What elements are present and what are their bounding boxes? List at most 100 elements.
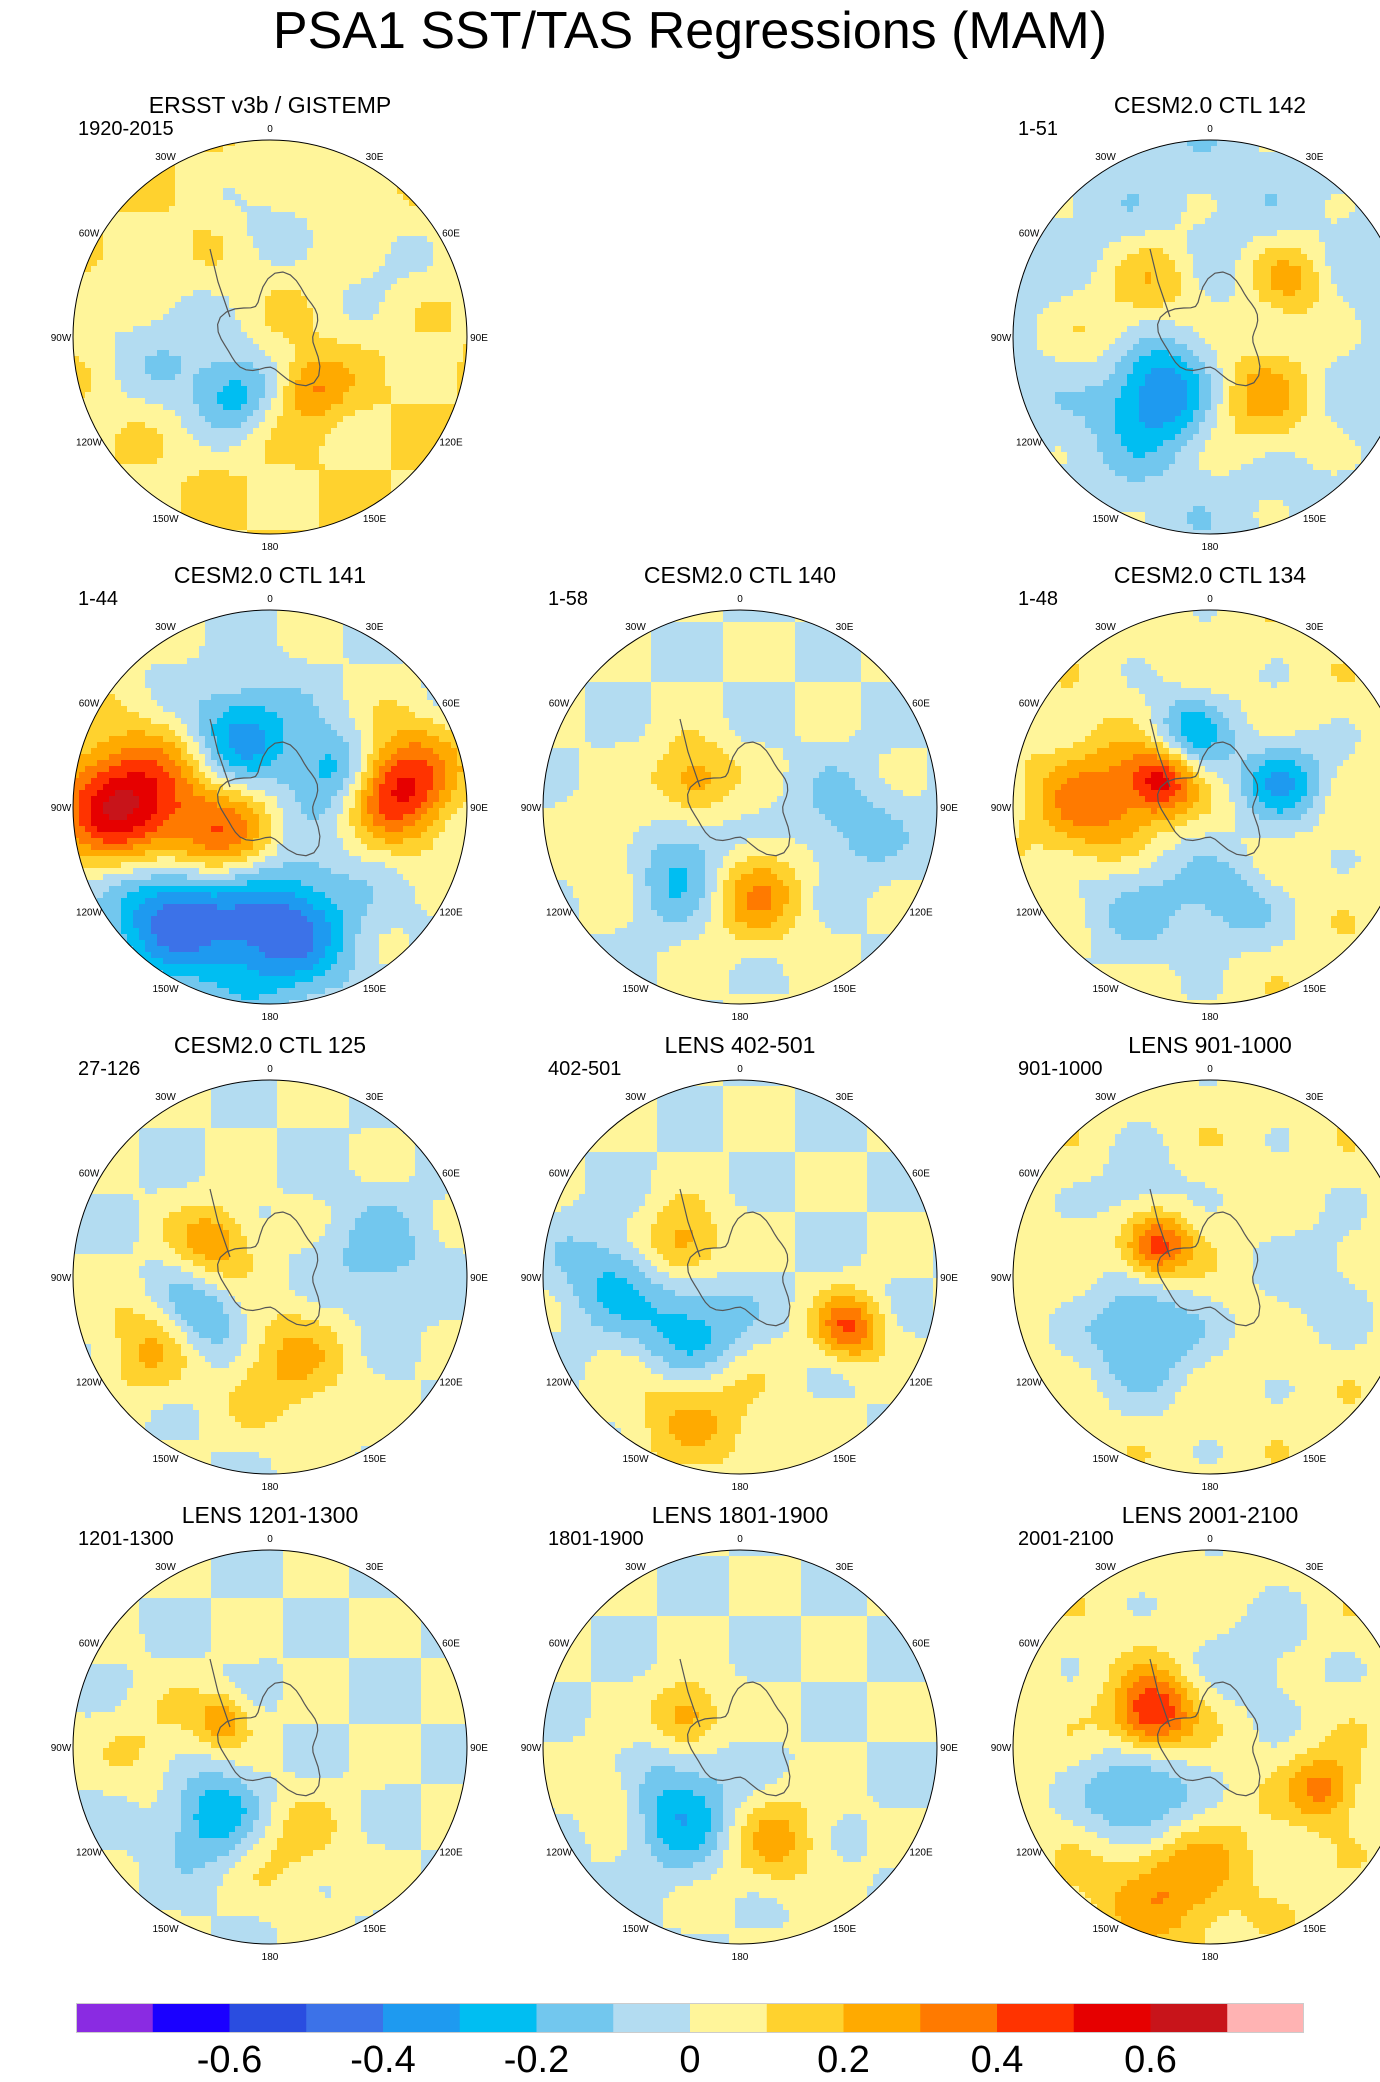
colorbar-swatch bbox=[1227, 2003, 1305, 2033]
panel-title: LENS 901-1000 bbox=[980, 1030, 1380, 1060]
colorbar-tick-label: -0.4 bbox=[350, 2040, 415, 2080]
colorbar-swatch bbox=[690, 2003, 768, 2033]
longitude-label: 90W bbox=[991, 803, 1012, 814]
longitude-label: 90W bbox=[51, 803, 72, 814]
longitude-label: 90W bbox=[521, 1743, 542, 1754]
longitude-label: 180 bbox=[1202, 1952, 1219, 1962]
longitude-label: 150W bbox=[152, 1454, 179, 1465]
panel-period-label: 1-51 bbox=[1018, 116, 1058, 142]
longitude-label: 120E bbox=[909, 908, 933, 919]
longitude-label: 150E bbox=[363, 984, 387, 995]
antarctica-coastline bbox=[1156, 741, 1261, 857]
map-panel: LENS 402-501 402-501 0 30E 60E 90E 120E 150E 180… bbox=[510, 1030, 970, 1505]
panel-period-label: 1920-2015 bbox=[78, 116, 174, 142]
longitude-label: 120E bbox=[439, 1378, 463, 1389]
longitude-label: 60E bbox=[912, 1169, 930, 1180]
longitude-label: 60E bbox=[912, 699, 930, 710]
longitude-label: 150E bbox=[1303, 1924, 1327, 1935]
colorbar-swatch bbox=[920, 2003, 998, 2033]
peninsula-coastline bbox=[209, 1658, 231, 1728]
longitude-label: 120W bbox=[76, 908, 103, 919]
antarctica-coastline bbox=[216, 1681, 321, 1797]
colorbar-swatch bbox=[1073, 2003, 1151, 2033]
longitude-label: 60E bbox=[442, 229, 460, 240]
longitude-label: 30E bbox=[836, 1562, 854, 1573]
longitude-label: 120W bbox=[1016, 1848, 1043, 1859]
map-boundary bbox=[542, 609, 938, 1005]
longitude-label: 60W bbox=[1019, 229, 1040, 240]
longitude-label: 150W bbox=[1092, 1924, 1119, 1935]
longitude-label: 180 bbox=[732, 1012, 749, 1022]
map-panel: CESM2.0 CTL 141 1-44 0 30E 60E 90E 120E 150E 180… bbox=[40, 560, 500, 1035]
longitude-label: 30W bbox=[625, 1092, 646, 1103]
longitude-label: 30W bbox=[625, 622, 646, 633]
panel-title: LENS 2001-2100 bbox=[980, 1500, 1380, 1530]
longitude-label: 0 bbox=[1207, 124, 1213, 135]
map-panel: CESM2.0 CTL 1421-51030E60E90E120E150E180… bbox=[980, 90, 1380, 565]
map-boundary bbox=[1012, 1079, 1380, 1475]
colorbar-swatch bbox=[383, 2003, 461, 2033]
map-panel: LENS 1201-1300 1201-1300 0 30E 60E 90E 120E 150… bbox=[40, 1500, 500, 1975]
longitude-label: 150W bbox=[1092, 1454, 1119, 1465]
longitude-label: 60W bbox=[549, 1169, 570, 1180]
longitude-label: 90W bbox=[51, 333, 72, 344]
longitude-label: 30E bbox=[1306, 622, 1324, 633]
map-boundary bbox=[72, 1549, 468, 1945]
contour-field bbox=[543, 610, 937, 1004]
colorbar-swatch bbox=[229, 2003, 307, 2033]
map-panel: ERSST v3b / GISTEMP 1920-2015 0 30E 60E 90E 12… bbox=[40, 90, 500, 565]
antarctica-coastline bbox=[686, 1681, 791, 1797]
colorbar-tick-label: 0 bbox=[679, 2040, 700, 2080]
longitude-label: 90E bbox=[940, 1273, 958, 1284]
longitude-label: 30W bbox=[155, 152, 176, 163]
panel-title: CESM2.0 CTL 134 bbox=[980, 560, 1380, 590]
map-panel: LENS 2001-21002001-2100030E60E90E120E150… bbox=[980, 1500, 1380, 1975]
colorbar-swatch bbox=[997, 2003, 1075, 2033]
longitude-label: 90E bbox=[470, 803, 488, 814]
peninsula-coastline bbox=[209, 248, 231, 318]
longitude-label: 30E bbox=[366, 152, 384, 163]
colorbar-swatch bbox=[76, 2003, 154, 2033]
colorbar-swatch bbox=[766, 2003, 844, 2033]
longitude-label: 180 bbox=[1202, 1482, 1219, 1492]
longitude-label: 120W bbox=[546, 908, 573, 919]
colorbar-swatch bbox=[459, 2003, 537, 2033]
panel-title: LENS 402-501 bbox=[510, 1030, 970, 1060]
longitude-label: 90W bbox=[991, 1743, 1012, 1754]
longitude-label: 30E bbox=[366, 1562, 384, 1573]
antarctica-coastline bbox=[686, 741, 791, 857]
longitude-label: 0 bbox=[267, 1064, 273, 1075]
longitude-label: 180 bbox=[262, 542, 279, 552]
longitude-label: 90E bbox=[940, 1743, 958, 1754]
longitude-label: 90W bbox=[51, 1273, 72, 1284]
longitude-label: 30W bbox=[155, 1092, 176, 1103]
longitude-label: 60W bbox=[549, 699, 570, 710]
contour-field bbox=[73, 1080, 467, 1474]
longitude-label: 180 bbox=[1202, 1012, 1219, 1022]
longitude-label: 60E bbox=[442, 1639, 460, 1650]
longitude-label: 150E bbox=[833, 984, 857, 995]
longitude-label: 120W bbox=[1016, 908, 1043, 919]
longitude-label: 60W bbox=[79, 1639, 100, 1650]
longitude-label: 150W bbox=[1092, 514, 1119, 525]
colorbar-swatch bbox=[306, 2003, 384, 2033]
longitude-label: 60W bbox=[1019, 1169, 1040, 1180]
longitude-label: 120W bbox=[76, 1378, 103, 1389]
map-boundary bbox=[542, 1079, 938, 1475]
longitude-label: 120W bbox=[76, 438, 103, 449]
longitude-label: 150W bbox=[622, 984, 649, 995]
peninsula-coastline bbox=[1149, 1658, 1171, 1728]
longitude-label: 30E bbox=[1306, 1562, 1324, 1573]
antarctica-coastline bbox=[686, 1211, 791, 1327]
contour-field bbox=[73, 610, 467, 1004]
peninsula-coastline bbox=[679, 718, 701, 788]
longitude-label: 180 bbox=[262, 1012, 279, 1022]
longitude-label: 180 bbox=[262, 1482, 279, 1492]
longitude-label: 90W bbox=[521, 803, 542, 814]
longitude-label: 90W bbox=[521, 1273, 542, 1284]
